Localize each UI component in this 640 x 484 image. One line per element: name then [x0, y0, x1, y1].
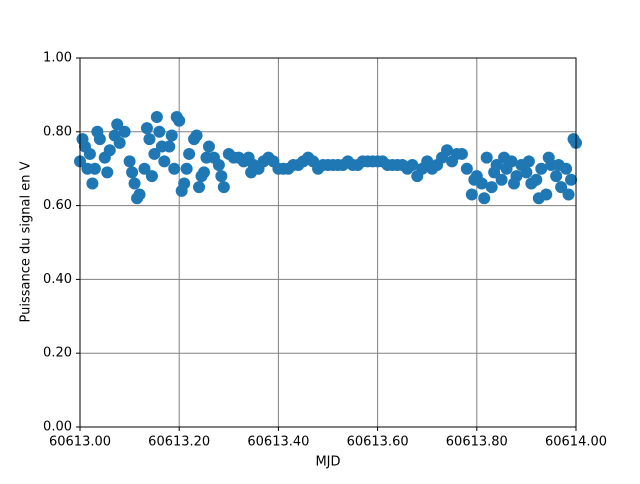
point	[155, 140, 168, 153]
point	[508, 177, 520, 190]
point	[212, 159, 225, 172]
x-tick-label: 60613.00	[49, 435, 111, 450]
point	[118, 125, 131, 138]
x-tick-label: 60613.80	[446, 435, 508, 450]
point	[562, 188, 575, 201]
point	[520, 166, 533, 179]
point	[81, 162, 94, 175]
point	[565, 173, 578, 186]
point	[113, 136, 126, 149]
point	[455, 147, 468, 160]
point	[217, 181, 230, 194]
point	[145, 170, 158, 183]
x-tick-label: 60614.00	[545, 435, 607, 450]
point	[488, 166, 501, 179]
y-tick-label: 0.80	[43, 124, 72, 139]
point	[170, 111, 183, 124]
point	[128, 177, 141, 190]
point	[441, 144, 454, 157]
point	[103, 144, 116, 157]
point	[86, 177, 99, 190]
point	[485, 181, 498, 194]
point	[150, 111, 163, 124]
point	[140, 122, 153, 135]
point	[91, 125, 104, 138]
point	[468, 173, 481, 186]
x-tick-label: 60613.40	[247, 435, 309, 450]
point	[498, 151, 511, 164]
point	[195, 170, 208, 183]
point	[123, 155, 136, 168]
point	[168, 162, 181, 175]
x-tick-label: 60613.60	[347, 435, 409, 450]
point	[245, 166, 258, 179]
point	[460, 162, 473, 175]
point	[200, 151, 213, 164]
point	[111, 118, 124, 131]
point	[522, 155, 535, 168]
point	[180, 162, 193, 175]
point	[478, 192, 491, 205]
point	[465, 188, 478, 201]
point	[143, 133, 156, 146]
y-tick-label: 0.00	[43, 420, 72, 435]
point	[131, 192, 144, 205]
point	[215, 170, 228, 183]
point	[530, 173, 543, 186]
point	[101, 166, 114, 179]
point	[153, 125, 166, 138]
point	[406, 159, 419, 172]
point	[183, 147, 196, 160]
point	[190, 129, 203, 142]
point	[535, 162, 548, 175]
point	[158, 155, 171, 168]
point	[175, 184, 188, 197]
point	[148, 147, 161, 160]
y-tick-label: 1.00	[43, 51, 72, 66]
point	[202, 140, 215, 153]
point	[495, 173, 508, 186]
point	[138, 162, 151, 175]
point	[552, 159, 565, 172]
point	[126, 166, 139, 179]
point	[567, 133, 580, 146]
point	[550, 170, 563, 183]
point	[165, 129, 178, 142]
y-axis-label: Puissance du signal en V	[19, 161, 34, 322]
y-tick-label: 0.60	[43, 198, 72, 213]
y-tick-label: 0.20	[43, 346, 72, 361]
point	[542, 151, 555, 164]
point	[532, 192, 545, 205]
point	[193, 181, 206, 194]
plot-frame	[79, 57, 577, 428]
x-tick-label: 60613.20	[148, 435, 210, 450]
x-axis-label: MJD	[315, 455, 340, 470]
point	[83, 147, 96, 160]
point	[480, 151, 493, 164]
point	[76, 133, 89, 146]
y-tick-label: 0.40	[43, 272, 72, 287]
point	[555, 181, 568, 194]
